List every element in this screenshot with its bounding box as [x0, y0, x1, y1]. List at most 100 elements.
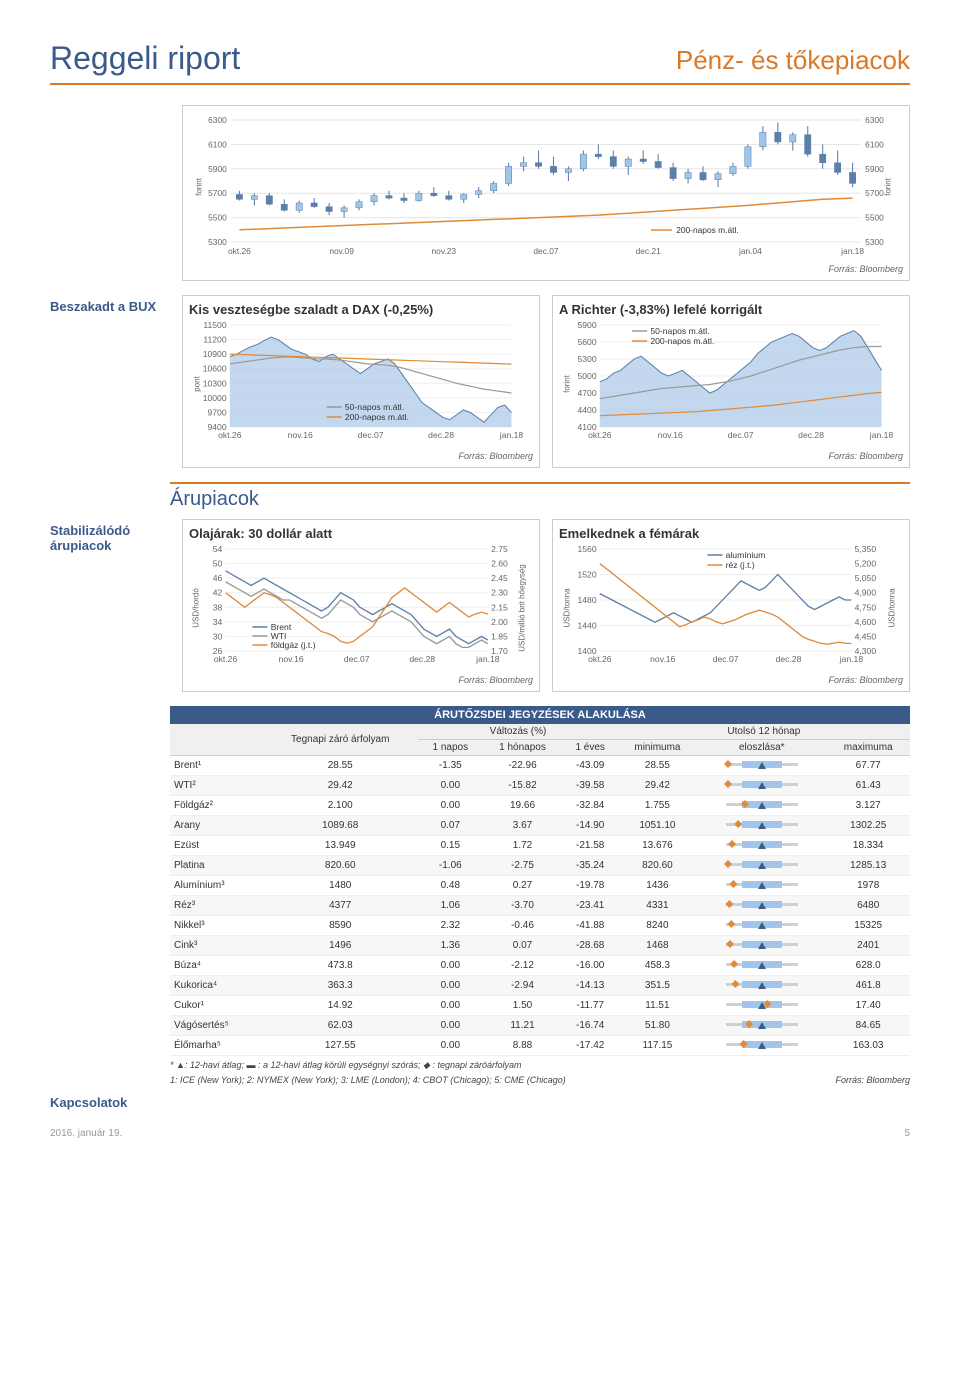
cell-close: 13.949 [262, 836, 418, 856]
table-row: Nikkel³85902.32-0.46-41.88824015325 [170, 916, 910, 936]
cell-d1m: 1.50 [482, 996, 562, 1016]
footnote2: 1: ICE (New York); 2: NYMEX (New York); … [170, 1075, 566, 1085]
chart5-title: Emelkednek a fémárak [559, 526, 903, 541]
row-chart45: Stabilizálódó árupiacok Olajárak: 30 dol… [50, 519, 910, 692]
cell-d1y: -28.68 [563, 936, 618, 956]
label-bux: Beszakadt a BUX [50, 295, 170, 468]
svg-text:4700: 4700 [578, 388, 598, 398]
cell-spark [697, 956, 826, 976]
svg-text:1440: 1440 [578, 621, 598, 631]
cell-spark [697, 896, 826, 916]
cell-name: Vágósertés⁵ [170, 1016, 262, 1036]
cell-spark [697, 1036, 826, 1056]
th-dist: eloszlása* [697, 740, 826, 756]
svg-text:6300: 6300 [208, 116, 227, 125]
chart3-box: A Richter (-3,83%) lefelé korrigált 4100… [552, 295, 910, 468]
cell-name: Brent¹ [170, 756, 262, 776]
table-row: Platina820.60-1.06-2.75-35.24820.601285.… [170, 856, 910, 876]
svg-text:2.30: 2.30 [491, 588, 508, 598]
table-row: Kukorica⁴363.30.00-2.94-14.13351.5461.8 [170, 976, 910, 996]
chart3: 4100440047005000530056005900okt.26nov.16… [559, 319, 903, 449]
th-min: minimuma [618, 740, 697, 756]
cell-d1: 0.00 [418, 796, 482, 816]
svg-text:5700: 5700 [208, 189, 227, 198]
svg-text:4,750: 4,750 [855, 603, 877, 613]
table-title: ÁRUTŐZSDEI JEGYZÉSEK ALAKULÁSA [170, 706, 910, 724]
cell-d1: 0.48 [418, 876, 482, 896]
cell-d1y: -14.13 [563, 976, 618, 996]
table-source: Forrás: Bloomberg [835, 1075, 910, 1085]
cell-d1y: -19.78 [563, 876, 618, 896]
cell-close: 8590 [262, 916, 418, 936]
svg-text:46: 46 [213, 573, 223, 583]
table-row: Vágósertés⁵62.030.0011.21-16.7451.8084.6… [170, 1016, 910, 1036]
row-chart23: Beszakadt a BUX Kis veszteségbe szaladt … [50, 295, 910, 468]
svg-text:nov.09: nov.09 [329, 247, 354, 256]
svg-text:10300: 10300 [203, 379, 227, 389]
table-row: Alumínium³14800.480.27-19.7814361978 [170, 876, 910, 896]
svg-text:4400: 4400 [578, 405, 598, 415]
cell-min: 51.80 [618, 1016, 697, 1036]
spacer [50, 105, 170, 281]
th-1d: 1 napos [418, 740, 482, 756]
svg-text:5300: 5300 [208, 238, 227, 247]
cell-spark [697, 756, 826, 776]
cell-d1: 0.00 [418, 976, 482, 996]
cell-close: 820.60 [262, 856, 418, 876]
svg-text:5900: 5900 [865, 165, 884, 174]
page-header: Reggeli riport Pénz- és tőkepiacok [50, 40, 910, 85]
cell-close: 28.55 [262, 756, 418, 776]
chart2: 94009700100001030010600109001120011500ok… [189, 319, 533, 449]
commodities-table: ÁRUTŐZSDEI JEGYZÉSEK ALAKULÁSA Tegnapi z… [170, 706, 910, 1085]
svg-text:okt.26: okt.26 [588, 430, 612, 440]
cell-name: Cink³ [170, 936, 262, 956]
svg-text:30: 30 [213, 632, 223, 642]
chart2-box: Kis veszteségbe szaladt a DAX (-0,25%) 9… [182, 295, 540, 468]
cell-d1m: -0.46 [482, 916, 562, 936]
cell-name: Ezüst [170, 836, 262, 856]
source5: Forrás: Bloomberg [559, 675, 903, 685]
cell-d1y: -17.42 [563, 1036, 618, 1056]
svg-text:10000: 10000 [203, 393, 227, 403]
cell-max: 461.8 [826, 976, 910, 996]
cell-d1: 0.00 [418, 1036, 482, 1056]
svg-text:5600: 5600 [578, 337, 598, 347]
svg-text:jan.18: jan.18 [839, 654, 864, 664]
svg-text:USD/hordó: USD/hordó [190, 588, 200, 628]
cell-spark [697, 836, 826, 856]
svg-text:1560: 1560 [578, 544, 598, 554]
cell-name: Alumínium³ [170, 876, 262, 896]
cell-min: 4331 [618, 896, 697, 916]
cell-d1: -1.06 [418, 856, 482, 876]
svg-text:USD/tonna: USD/tonna [561, 588, 571, 627]
cell-name: Réz³ [170, 896, 262, 916]
cell-spark [697, 856, 826, 876]
th-name [170, 724, 262, 756]
svg-text:dec.21: dec.21 [636, 247, 662, 256]
svg-text:9700: 9700 [208, 408, 228, 418]
svg-text:forint: forint [883, 177, 892, 195]
svg-text:5300: 5300 [578, 354, 598, 364]
th-change: Változás (%) [418, 724, 617, 740]
svg-text:okt.26: okt.26 [588, 654, 612, 664]
svg-text:1520: 1520 [578, 570, 598, 580]
cell-close: 363.3 [262, 976, 418, 996]
svg-text:jan.18: jan.18 [869, 430, 894, 440]
section-commodities: Árupiacok [170, 482, 910, 511]
cell-close: 1496 [262, 936, 418, 956]
cell-min: 8240 [618, 916, 697, 936]
cell-max: 61.43 [826, 776, 910, 796]
svg-text:USD/tonna: USD/tonna [886, 588, 896, 627]
svg-text:5,200: 5,200 [855, 559, 877, 569]
svg-text:50-napos m.átl.: 50-napos m.átl. [345, 402, 404, 412]
th-close: Tegnapi záró árfolyam [262, 724, 418, 756]
cell-d1y: -35.24 [563, 856, 618, 876]
cell-d1y: -23.41 [563, 896, 618, 916]
cell-min: 820.60 [618, 856, 697, 876]
cell-d1m: -3.70 [482, 896, 562, 916]
svg-text:200-napos m.átl.: 200-napos m.átl. [650, 336, 714, 346]
svg-text:10900: 10900 [203, 349, 227, 359]
svg-text:6100: 6100 [208, 141, 227, 150]
svg-text:USD/millió brit hőegység: USD/millió brit hőegység [516, 564, 526, 652]
svg-text:5000: 5000 [578, 371, 598, 381]
